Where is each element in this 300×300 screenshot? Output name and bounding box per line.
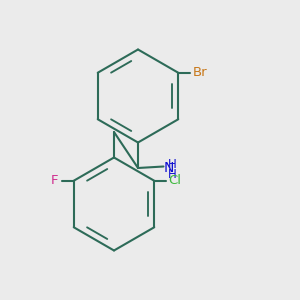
Text: F: F: [51, 174, 59, 187]
Text: H: H: [168, 167, 177, 181]
Text: N: N: [164, 161, 175, 175]
Text: H: H: [168, 158, 177, 171]
Text: Cl: Cl: [169, 174, 182, 187]
Text: Br: Br: [193, 66, 207, 79]
